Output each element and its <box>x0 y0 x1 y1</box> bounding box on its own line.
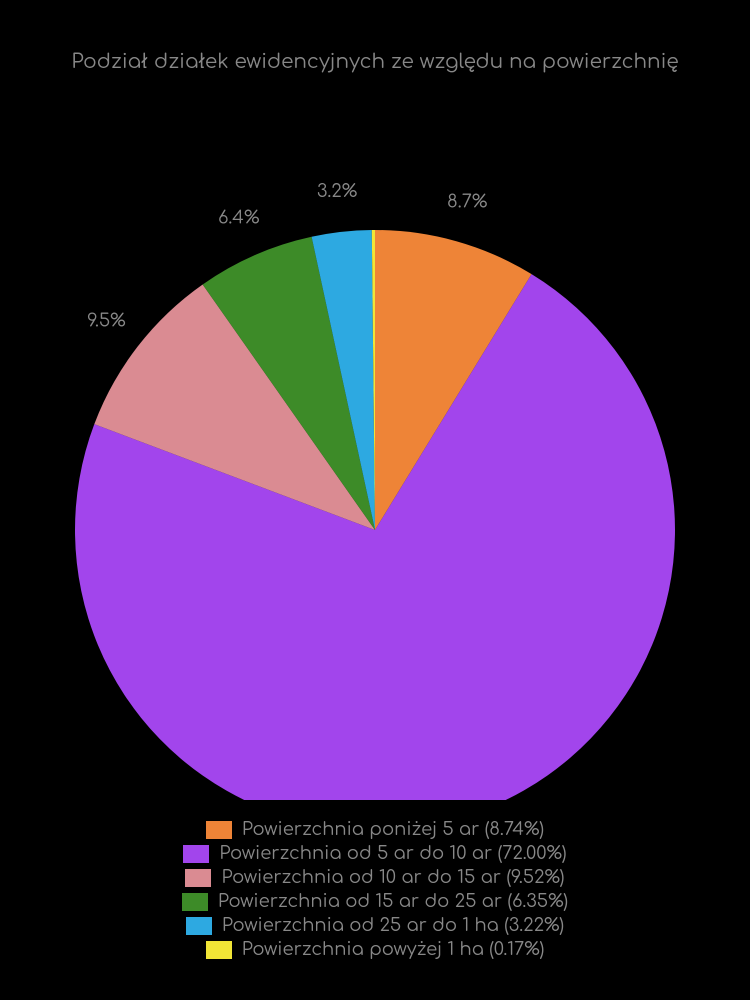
pie-chart: 8.7%72%9.5%6.4%3.2% <box>0 100 750 800</box>
legend-swatch <box>185 869 211 887</box>
legend-swatch <box>186 917 212 935</box>
legend-label: Powierzchnia poniżej 5 ar (8.74%) <box>242 820 544 840</box>
legend-swatch <box>182 893 208 911</box>
slice-label: 6.4% <box>218 208 259 228</box>
legend-item: Powierzchnia od 5 ar do 10 ar (72.00%) <box>183 844 566 864</box>
legend-swatch <box>206 821 232 839</box>
legend-item: Powierzchnia od 25 ar do 1 ha (3.22%) <box>186 916 564 936</box>
legend-swatch <box>183 845 209 863</box>
chart-container: Podział działek ewidencyjnych ze względu… <box>0 0 750 1000</box>
legend-item: Powierzchnia poniżej 5 ar (8.74%) <box>206 820 544 840</box>
slice-label: 8.7% <box>447 193 487 213</box>
slice-label: 3.2% <box>317 182 357 202</box>
legend-item: Powierzchnia powyżej 1 ha (0.17%) <box>206 940 545 960</box>
legend-label: Powierzchnia powyżej 1 ha (0.17%) <box>242 940 545 960</box>
legend-item: Powierzchnia od 10 ar do 15 ar (9.52%) <box>185 868 564 888</box>
legend-swatch <box>206 941 232 959</box>
chart-title: Podział działek ewidencyjnych ze względu… <box>0 50 750 73</box>
legend-label: Powierzchnia od 25 ar do 1 ha (3.22%) <box>222 916 564 936</box>
legend: Powierzchnia poniżej 5 ar (8.74%) Powierz… <box>0 820 750 960</box>
legend-label: Powierzchnia od 10 ar do 15 ar (9.52%) <box>221 868 564 888</box>
slice-label: 9.5% <box>87 312 126 332</box>
legend-item: Powierzchnia od 15 ar do 25 ar (6.35%) <box>182 892 568 912</box>
legend-label: Powierzchnia od 5 ar do 10 ar (72.00%) <box>219 844 566 864</box>
legend-label: Powierzchnia od 15 ar do 25 ar (6.35%) <box>218 892 568 912</box>
